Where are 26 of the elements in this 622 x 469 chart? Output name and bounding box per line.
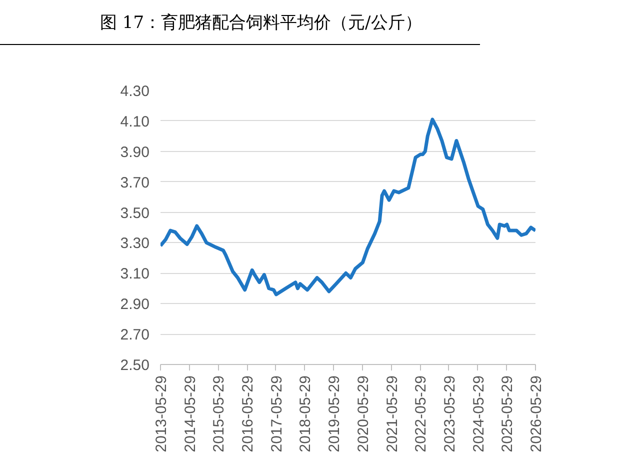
- y-tick-label: 3.50: [120, 204, 150, 222]
- chart-title: 图 17：育肥猪配合饲料平均价（元/公斤）: [100, 12, 422, 35]
- x-tick-label: 2014-05-29: [182, 375, 199, 452]
- x-tick-label: 2021-05-29: [384, 375, 401, 452]
- y-tick-label: 4.10: [120, 113, 150, 130]
- x-tick-label: 2013-05-29: [153, 375, 170, 452]
- x-tick-label: 2022-05-29: [412, 375, 430, 452]
- x-tick-label: 2020-05-29: [354, 375, 372, 452]
- x-tick-label: 2019-05-29: [326, 375, 344, 452]
- x-tick-label: 2024-05-29: [470, 375, 488, 452]
- line-series: [160, 118, 536, 296]
- x-tick-label: 2016-05-29: [240, 375, 257, 452]
- x-tick-label: 2017-05-29: [268, 375, 286, 452]
- x-tick-label: 2025-05-29: [499, 375, 516, 452]
- y-tick-label: 2.50: [120, 357, 150, 374]
- y-tick-label: 2.90: [120, 296, 150, 314]
- x-tick-label: 2018-05-29: [297, 375, 314, 452]
- y-tick-label: 3.30: [120, 235, 150, 252]
- y-tick-label: 3.70: [120, 174, 150, 192]
- x-tick-label: 2026-05-29: [528, 375, 545, 452]
- y-tick-label: 3.90: [120, 144, 150, 161]
- x-tick-label: 2023-05-29: [441, 375, 458, 452]
- y-tick-label: 2.70: [120, 326, 150, 344]
- y-tick-label: 3.10: [120, 266, 150, 283]
- y-tick-label: 4.30: [120, 83, 150, 100]
- x-tick-label: 2015-05-29: [210, 375, 228, 452]
